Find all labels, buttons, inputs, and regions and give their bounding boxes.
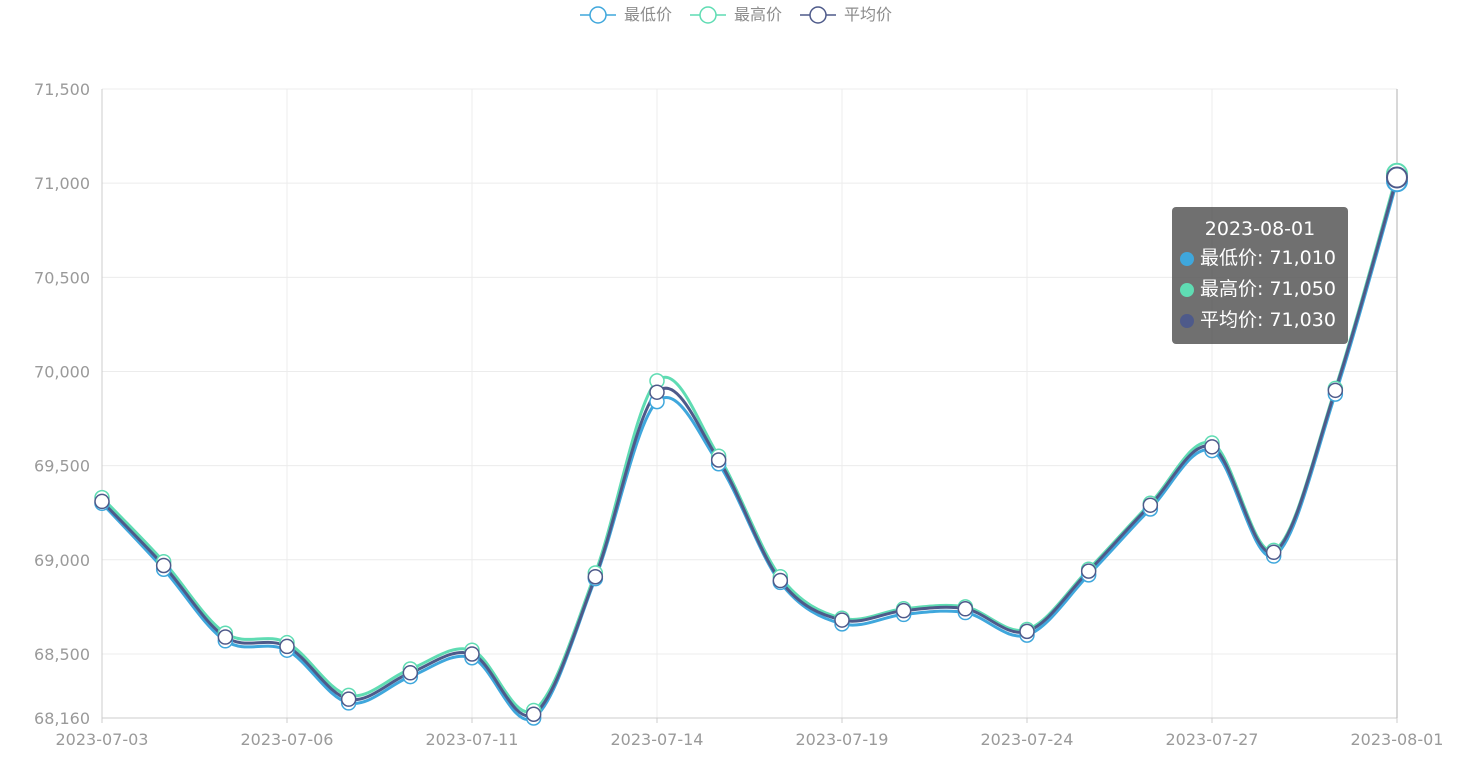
legend-item-average[interactable]: 平均价 xyxy=(800,5,892,25)
y-tick-label: 71,000 xyxy=(34,174,90,193)
y-tick-label: 71,500 xyxy=(34,80,90,99)
legend-item-high[interactable]: 最高价 xyxy=(689,5,782,25)
series-dot-icon xyxy=(1180,313,1194,328)
data-point[interactable] xyxy=(895,602,912,619)
data-point[interactable] xyxy=(1142,497,1159,513)
data-point[interactable] xyxy=(1080,563,1097,579)
data-point[interactable] xyxy=(587,569,604,585)
x-tick-label: 2023-07-06 xyxy=(241,730,334,749)
y-tick-label: 68,500 xyxy=(34,645,90,664)
legend-item-low[interactable]: 最低价 xyxy=(579,5,672,25)
x-tick-label: 2023-07-11 xyxy=(426,730,519,749)
x-tick-label: 2023-07-24 xyxy=(981,730,1074,749)
legend-label: 最高价 xyxy=(733,5,782,24)
data-point[interactable] xyxy=(525,706,542,722)
x-tick-label: 2023-07-27 xyxy=(1166,730,1259,749)
y-tick-label: 69,500 xyxy=(34,457,90,476)
data-point[interactable] xyxy=(1327,382,1344,399)
data-point[interactable] xyxy=(402,665,419,681)
y-tick-label: 69,000 xyxy=(34,551,90,570)
tooltip-row-high: 最高价: 71,050 xyxy=(1180,274,1340,305)
legend-line-circle-icon xyxy=(689,6,726,24)
tooltip-value: 最高价: 71,050 xyxy=(1200,278,1336,300)
grid-layer xyxy=(102,88,1398,718)
legend: 最低价 最高价 平均价 xyxy=(0,2,1472,28)
axis-layer: 68,160 68,500 69,000 69,500 70,000 70,500 71,0… xyxy=(34,80,1443,749)
data-point[interactable] xyxy=(464,646,480,662)
y-tick-label: 70,000 xyxy=(34,362,90,381)
tooltip-row-average: 平均价: 71,030 xyxy=(1180,305,1340,336)
tooltip-row-low: 最低价: 71,010 xyxy=(1180,243,1340,274)
data-point[interactable] xyxy=(772,572,789,589)
series-dot-icon xyxy=(1180,251,1194,266)
x-tick-label: 2023-07-19 xyxy=(796,730,889,749)
series-dot-icon xyxy=(1180,282,1194,297)
data-point[interactable] xyxy=(340,691,357,707)
data-point[interactable] xyxy=(1204,439,1220,455)
tooltip-title: 2023-08-01 xyxy=(1204,218,1316,240)
data-point[interactable] xyxy=(834,612,850,628)
data-point[interactable] xyxy=(94,493,110,510)
legend-label: 平均价 xyxy=(844,5,893,24)
data-point[interactable] xyxy=(217,629,234,645)
tooltip-value: 最低价: 71,010 xyxy=(1200,247,1336,269)
y-tick-label: 70,500 xyxy=(34,268,90,287)
point-layer xyxy=(94,162,1408,726)
x-tick-label: 2023-08-01 xyxy=(1351,730,1444,749)
x-tick-label: 2023-07-14 xyxy=(611,730,704,749)
data-point[interactable] xyxy=(710,452,727,468)
data-point[interactable] xyxy=(1386,166,1408,189)
data-point[interactable] xyxy=(155,557,172,574)
y-tick-label: 68,160 xyxy=(34,709,90,728)
data-point[interactable] xyxy=(957,601,974,617)
x-tick-label: 2023-07-03 xyxy=(56,730,149,749)
legend-line-circle-icon xyxy=(579,6,616,24)
tooltip-value: 平均价: 71,030 xyxy=(1200,309,1336,331)
legend-line-circle-icon xyxy=(800,6,836,24)
data-point[interactable] xyxy=(1019,623,1035,640)
legend-label: 最低价 xyxy=(623,5,672,24)
data-point[interactable] xyxy=(1265,544,1282,561)
data-point[interactable] xyxy=(279,638,295,655)
tooltip: 2023-08-01 最低价: 71,010 最高价: 71,050 平均价: … xyxy=(1172,207,1348,344)
data-point[interactable] xyxy=(649,384,665,400)
